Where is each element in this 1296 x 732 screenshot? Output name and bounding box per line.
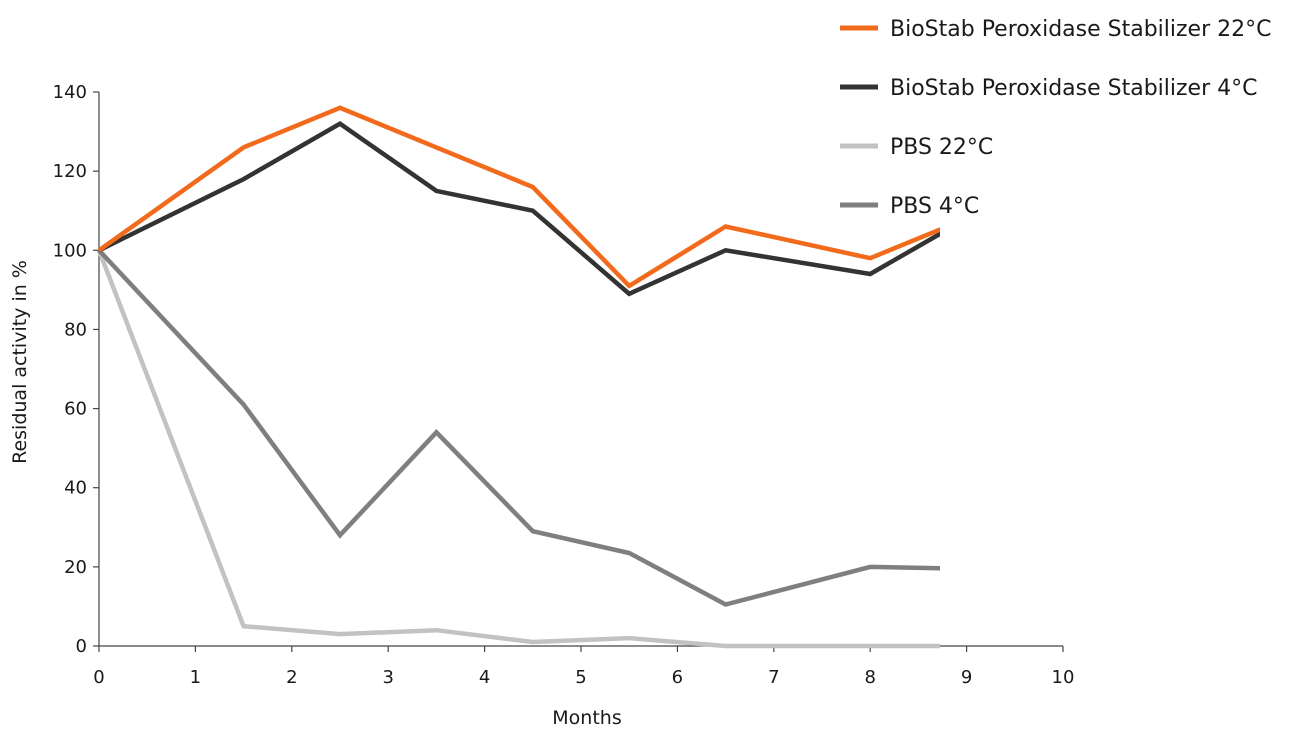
x-tick-label: 2 [286,667,297,688]
x-tick-label: 0 [93,667,104,688]
y-ticks: 0 20 40 60 80 100 120 140 [53,82,99,657]
legend-label: BioStab Peroxidase Stabilizer 22°C [890,17,1271,42]
x-ticks: 0 1 2 3 4 5 6 7 8 9 10 [93,646,1074,688]
axes: 0 20 40 60 80 100 120 140 0 1 2 3 4 5 6 7 8 9 10 [53,82,1075,688]
y-tick-label: 20 [64,557,87,578]
legend-label: BioStab Peroxidase Stabilizer 4°C [890,76,1257,101]
legend-label: PBS 22°C [890,135,993,160]
x-axis-title: Months [552,707,621,729]
x-tick-label: 4 [479,667,490,688]
y-tick-label: 120 [53,161,87,182]
y-tick-label: 140 [53,82,87,103]
y-tick-label: 40 [64,478,87,499]
y-tick-label: 100 [53,240,87,261]
x-tick-label: 5 [575,667,586,688]
legend-label: PBS 4°C [890,194,979,219]
series-lines [96,105,940,649]
x-tick-label: 9 [961,667,972,688]
legend: BioStab Peroxidase Stabilizer 22°C BioSta… [840,17,1271,219]
x-tick-label: 10 [1052,667,1075,688]
x-tick-label: 8 [864,667,875,688]
series-line-3 [97,248,940,607]
series-line-1 [98,121,940,297]
series-line-0 [97,105,940,289]
y-tick-label: 60 [64,399,87,420]
x-tick-label: 3 [382,667,393,688]
x-tick-label: 6 [672,667,683,688]
y-tick-label: 0 [76,636,87,657]
x-tick-label: 1 [190,667,201,688]
series-line-2 [96,249,940,649]
x-tick-label: 7 [768,667,779,688]
y-axis-title: Residual activity in % [9,260,31,464]
y-tick-label: 80 [64,319,87,340]
